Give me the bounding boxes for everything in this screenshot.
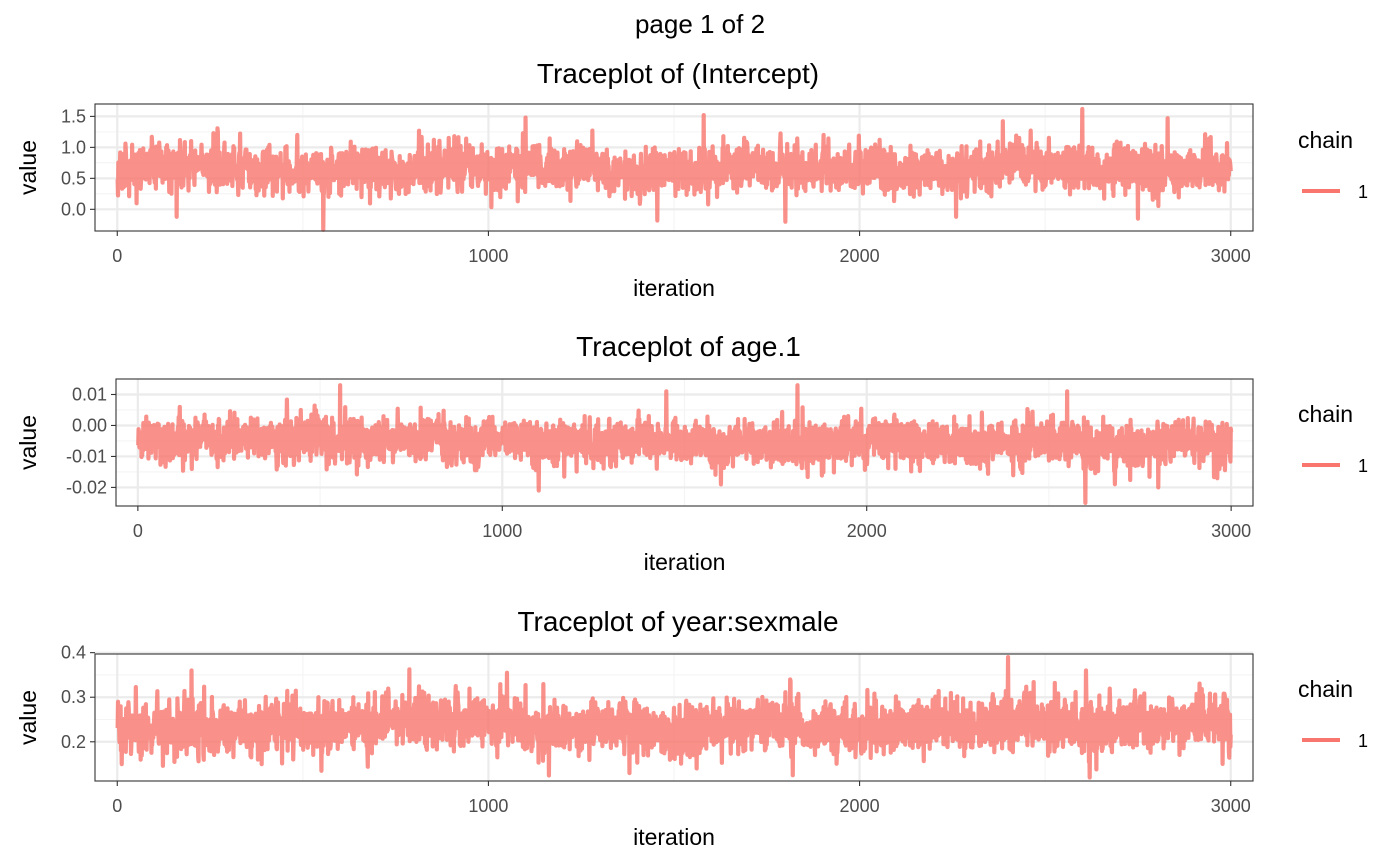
legend-label: 1 <box>1358 182 1368 202</box>
y-tick-label: 0.3 <box>61 687 86 707</box>
legend-title: chain <box>1298 676 1353 702</box>
traceplot-panel: 0 1000 2000 3000 0.2 0.3 0.4 Traceplot of year:… <box>15 606 1368 850</box>
x-tick-label: 1000 <box>468 246 508 266</box>
legend-label: 1 <box>1358 731 1368 751</box>
x-tick-label: 3000 <box>1211 246 1251 266</box>
trace-line-chain-1 <box>115 106 1233 232</box>
legend-label: 1 <box>1358 456 1368 476</box>
chart-title: Traceplot of (Intercept) <box>537 58 819 89</box>
trace-line-chain-1 <box>136 383 1234 505</box>
legend: chain 1 <box>1298 401 1368 476</box>
trace-line-chain-1 <box>115 655 1233 780</box>
x-tick-label: 3000 <box>1211 521 1251 541</box>
y-tick-label: 0.00 <box>72 415 107 435</box>
panel-border <box>115 378 1254 507</box>
x-tick-label: 2000 <box>840 246 880 266</box>
y-tick-label: 1.5 <box>61 106 86 126</box>
y-tick-label: 0.01 <box>72 384 107 404</box>
legend-title: chain <box>1298 127 1353 153</box>
chart-title: Traceplot of age.1 <box>576 331 801 362</box>
chart-title: Traceplot of year:sexmale <box>517 606 838 637</box>
x-tick-label: 1000 <box>468 796 508 816</box>
y-tick-label: 0.5 <box>61 168 86 188</box>
panel-border <box>94 653 1254 782</box>
legend: chain 1 <box>1298 676 1368 751</box>
x-tick-label: 3000 <box>1211 796 1251 816</box>
y-axis-title: value <box>15 415 41 470</box>
traceplot-panel: 0 1000 2000 3000 -0.02 -0.01 0.00 0.01 Traceplot… <box>15 331 1368 575</box>
traceplot-panel: 0 1000 2000 3000 0.0 0.5 1.0 1.5 Traceplot of (I… <box>15 58 1368 301</box>
x-tick-label: 2000 <box>840 796 880 816</box>
x-axis-title: iteration <box>633 275 715 301</box>
x-tick-label: 2000 <box>847 521 887 541</box>
x-tick-label: 0 <box>112 246 122 266</box>
y-tick-label: 0.2 <box>61 732 86 752</box>
y-tick-label: 1.0 <box>61 137 86 157</box>
y-tick-label: -0.02 <box>66 477 107 497</box>
y-tick-label: -0.01 <box>66 446 107 466</box>
y-axis-title: value <box>15 140 41 195</box>
y-tick-label: 0.4 <box>61 643 86 663</box>
panel-border <box>94 103 1254 232</box>
x-axis-title: iteration <box>644 549 726 575</box>
page-title: page 1 of 2 <box>635 9 765 39</box>
y-tick-label: 0.0 <box>61 199 86 219</box>
x-tick-label: 0 <box>133 521 143 541</box>
x-tick-label: 1000 <box>482 521 522 541</box>
legend-title: chain <box>1298 401 1353 427</box>
x-axis-title: iteration <box>633 824 715 850</box>
legend: chain 1 <box>1298 127 1368 202</box>
x-tick-label: 0 <box>112 796 122 816</box>
y-axis-title: value <box>15 690 41 745</box>
